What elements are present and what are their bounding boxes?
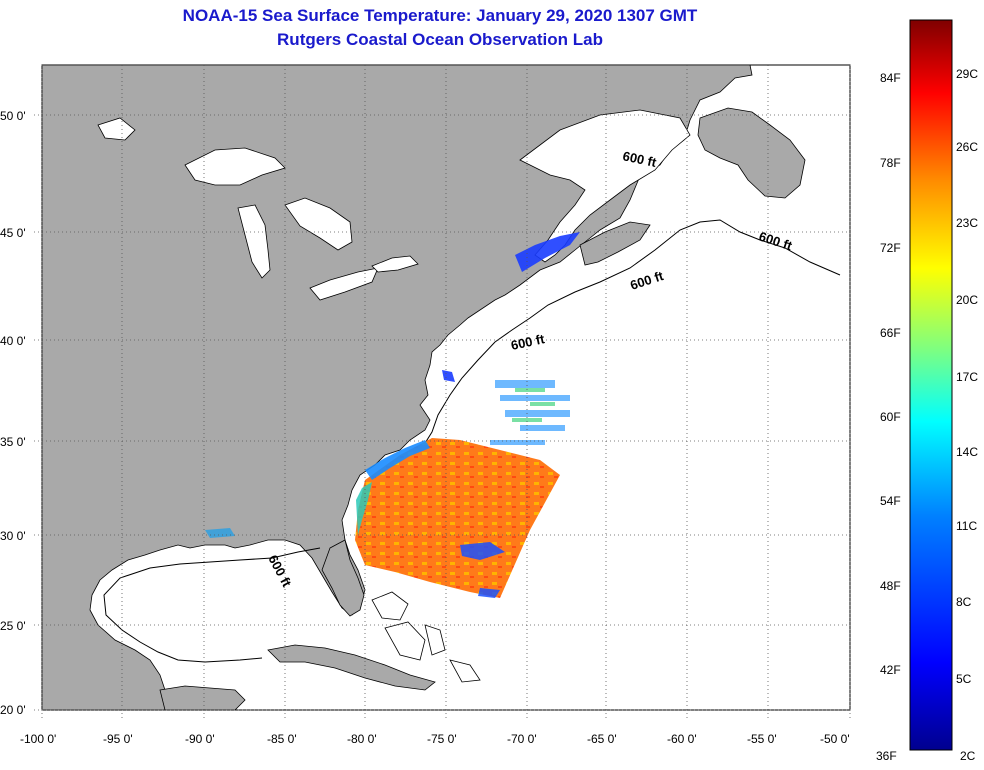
- lon-label: -95 0': [103, 732, 133, 746]
- lat-label: 50 0': [0, 109, 26, 123]
- colorbar-c-label: 2C: [960, 749, 976, 763]
- colorbar-fahrenheit-labels: 84F 78F 72F 66F 60F 54F 48F 42F 36F: [876, 71, 901, 763]
- lat-label: 45 0': [0, 226, 26, 240]
- colorbar-celsius-labels: 29C 26C 23C 20C 17C 14C 11C 8C 5C 2C: [956, 67, 978, 763]
- lat-label: 20 0': [0, 703, 26, 717]
- great-lakes: [97, 117, 419, 301]
- isobath-label: 600 ft: [621, 148, 658, 170]
- lon-label: -55 0': [747, 732, 777, 746]
- lon-label: -65 0': [587, 732, 617, 746]
- land-nova-scotia: [579, 221, 651, 266]
- lat-label: 30 0': [0, 529, 26, 543]
- isobath-label: 600 ft: [510, 331, 547, 353]
- bahamas-banks: [371, 591, 481, 683]
- lon-label: -60 0': [667, 732, 697, 746]
- colorbar-c-label: 26C: [956, 140, 978, 154]
- colorbar-f-label: 72F: [880, 241, 901, 255]
- colorbar-f-label: 42F: [880, 663, 901, 677]
- sst-swath: [205, 232, 580, 598]
- colorbar-c-label: 23C: [956, 216, 978, 230]
- lon-label: -70 0': [507, 732, 537, 746]
- map-subtitle: Rutgers Coastal Ocean Observation Lab: [277, 30, 603, 49]
- land-yucatan: [159, 685, 246, 710]
- colorbar-f-label: 60F: [880, 410, 901, 424]
- lat-label: 35 0': [0, 435, 26, 449]
- lon-label: -80 0': [347, 732, 377, 746]
- colorbar-c-label: 20C: [956, 293, 978, 307]
- colorbar-c-label: 11C: [956, 519, 977, 533]
- lon-label: -90 0': [185, 732, 215, 746]
- map-title: NOAA-15 Sea Surface Temperature: January…: [182, 6, 698, 25]
- graticule: [34, 65, 851, 718]
- colorbar-f-label: 78F: [880, 156, 901, 170]
- colorbar-c-label: 17C: [956, 370, 978, 384]
- colorbar-f-label: 48F: [880, 579, 901, 593]
- colorbar-f-label: 54F: [880, 494, 901, 508]
- isobath-600ft-gulf: [103, 547, 321, 663]
- colorbar: [909, 19, 953, 751]
- lon-label: -50 0': [820, 732, 850, 746]
- colorbar-f-label: 66F: [880, 326, 901, 340]
- land-florida: [321, 539, 365, 617]
- colorbar-c-label: 14C: [956, 445, 978, 459]
- latitude-labels: 50 0' 45 0' 40 0' 35 0' 30 0' 25 0' 20 0…: [0, 109, 26, 717]
- land-cuba: [267, 644, 436, 691]
- lon-label: -100 0': [20, 732, 56, 746]
- colorbar-c-label: 29C: [956, 67, 978, 81]
- colorbar-c-label: 5C: [956, 672, 972, 686]
- lat-label: 25 0': [0, 619, 26, 633]
- lon-label: -75 0': [427, 732, 457, 746]
- land-newfoundland: [697, 107, 806, 199]
- colorbar-f-label: 84F: [880, 71, 901, 85]
- colorbar-c-label: 8C: [956, 595, 972, 609]
- colorbar-f-label: 36F: [876, 749, 897, 763]
- lon-label: -85 0': [267, 732, 297, 746]
- lat-label: 40 0': [0, 334, 26, 348]
- longitude-labels: -100 0' -95 0' -90 0' -85 0' -80 0' -75 …: [20, 732, 850, 746]
